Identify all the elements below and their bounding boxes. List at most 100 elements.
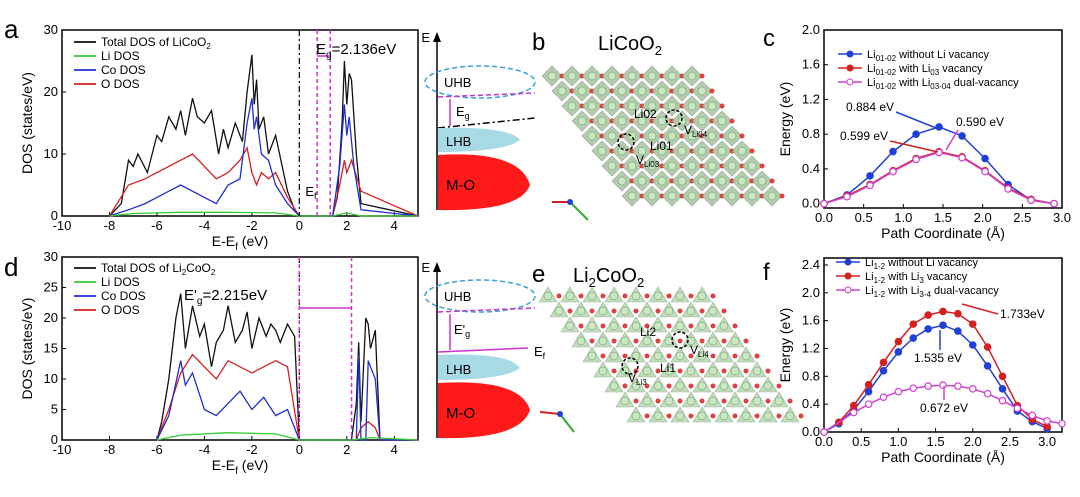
data-point: [968, 385, 977, 393]
o-atom: [688, 323, 694, 329]
li-atom: [741, 411, 751, 421]
li-atom: [609, 351, 619, 361]
vacancy-ring-li3: [621, 357, 639, 375]
li-atom: [631, 381, 641, 391]
o-atom: [699, 398, 705, 404]
panel-letter-c: c: [763, 25, 775, 52]
o-atom: [633, 398, 639, 404]
legend-entry: Li01-02 with Li03 vacancy: [867, 63, 983, 77]
o-atom: [666, 323, 672, 329]
data-point: [958, 153, 966, 162]
o-atom: [710, 293, 716, 299]
li-atom: [687, 191, 697, 201]
legend-marker: [846, 78, 854, 86]
li-atom: [719, 321, 729, 331]
li-atom: [647, 101, 657, 111]
site-label-li2: Li2: [640, 325, 656, 339]
li-atom: [697, 351, 707, 361]
li-atom: [697, 146, 707, 156]
o-atom: [666, 353, 672, 359]
o-atom: [655, 308, 661, 314]
x-tick-label: 1.5: [934, 210, 952, 225]
data-point: [924, 325, 932, 333]
x-tick-label: 1.0: [894, 210, 912, 225]
legend-entry: Total DOS of LiCoO2: [101, 35, 211, 51]
o-atom: [677, 398, 683, 404]
li-atom: [727, 131, 737, 141]
o-atom: [776, 413, 782, 419]
legend-marker: [844, 258, 852, 266]
li-atom: [657, 146, 667, 156]
site-label-li1: Li1: [660, 361, 676, 375]
o-atom: [666, 293, 672, 299]
band-edge-line: [437, 92, 536, 98]
y-tick-label: 0.8: [802, 126, 820, 141]
li-atom: [565, 321, 575, 331]
data-point: [909, 384, 918, 392]
data-point: [1004, 185, 1012, 193]
energy-line-3: [823, 384, 1063, 433]
dos-chart-licoo2: -10 -8 -6 -4 -2 0 2 4 0 10 20 30 E-Ef (eV) DOS (state…: [19, 22, 419, 253]
li-atom: [757, 176, 767, 186]
li-atom: [627, 71, 637, 81]
li-atom: [697, 176, 707, 186]
li-atom: [620, 336, 630, 346]
li-atom: [687, 131, 697, 141]
li-atom: [642, 366, 652, 376]
li-atom: [708, 306, 718, 316]
y-tick-label: 0.4: [802, 396, 820, 411]
li-atom: [598, 306, 608, 316]
x-tick-label: 2.5: [1013, 210, 1031, 225]
o-atom: [732, 353, 738, 359]
y-tick-label: 2.0: [802, 285, 820, 300]
y-tick-label: 0.8: [802, 368, 820, 383]
li-atom: [587, 131, 597, 141]
dos-line-total: [156, 293, 418, 441]
dos-chart-li2coo2: -10 -8 -6 -4 -2 0 2 4 0 5 10 15 20 25 30 E-Ef (eV) DOS (…: [19, 249, 419, 477]
li-atom: [697, 116, 707, 126]
data-point: [894, 337, 903, 346]
o-atom: [729, 118, 735, 124]
data-point: [935, 123, 943, 131]
li-atom: [642, 306, 652, 316]
energy-line-3: [823, 151, 1055, 205]
lhb-label: LHB: [446, 134, 471, 149]
x-tick-label: 2: [343, 218, 350, 233]
energy-chart-li2coo2: 0.0 0.5 1.0 1.5 2.0 2.5 3.0 0.0 0.4 0.8 1.2 1.6 2.0 2…: [777, 257, 1066, 465]
y-tick-label: 1.2: [802, 91, 820, 106]
vacancy-ring-li03: [617, 133, 635, 151]
li-atom: [637, 146, 647, 156]
li-atom: [631, 411, 641, 421]
o-atom: [611, 368, 617, 374]
x-tick-label: 0.5: [855, 210, 873, 225]
li-atom: [637, 176, 647, 186]
data-point: [1028, 411, 1037, 420]
legend-entry: Li01-02 with Li03-04 dual-vacancy: [867, 77, 1019, 91]
data-point: [909, 320, 918, 328]
dos-line-o: [156, 353, 418, 441]
li-atom: [667, 71, 677, 81]
li-atom: [647, 71, 657, 81]
o-atom: [739, 133, 745, 139]
o-atom: [688, 353, 694, 359]
li-atom: [617, 146, 627, 156]
o-atom: [787, 398, 793, 404]
data-point: [924, 382, 932, 390]
data-point: [998, 396, 1007, 405]
data-point: [909, 334, 918, 342]
o-atom: [589, 338, 595, 344]
gap-label: E'g: [454, 322, 470, 339]
o-atom: [644, 323, 650, 329]
mo-label: M-O: [446, 405, 475, 422]
energy-axis-label: E: [421, 30, 430, 45]
li-atom: [653, 291, 663, 301]
li-atom: [707, 101, 717, 111]
li-atom: [752, 366, 762, 376]
data-point: [866, 172, 874, 180]
li-atom: [774, 396, 784, 406]
li-atom: [631, 351, 641, 361]
x-axis-label: Path Coordinate (Å): [881, 449, 1005, 465]
mo-band: [438, 154, 530, 211]
li-atom: [707, 161, 717, 171]
